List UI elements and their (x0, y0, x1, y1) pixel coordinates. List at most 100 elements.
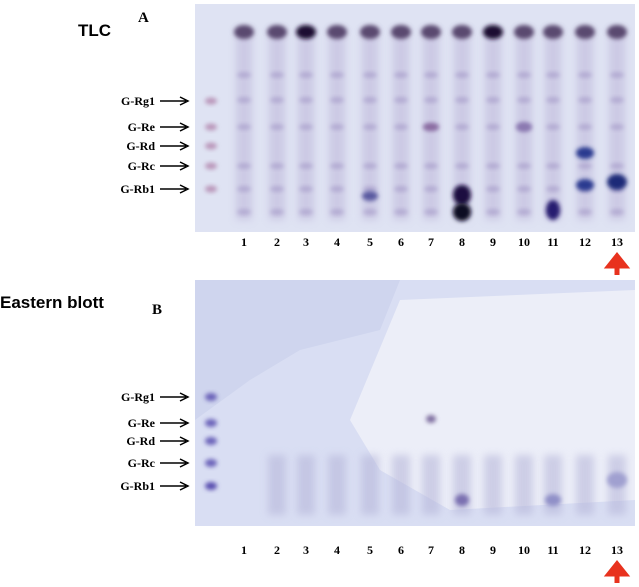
marker-label: G-Rd (126, 139, 155, 153)
lane-number: 12 (579, 543, 591, 557)
lane-number: 6 (398, 235, 404, 249)
lane-spot (394, 163, 408, 169)
lane-spot (610, 124, 624, 130)
lane-spot (299, 97, 313, 103)
lane-spot (394, 97, 408, 103)
marker-label: G-Rg1 (121, 390, 155, 404)
lane-spot (330, 186, 344, 192)
blot-band (545, 494, 561, 506)
band (576, 147, 594, 159)
spots (205, 25, 627, 515)
marker-label: G-Rb1 (120, 479, 155, 493)
standard-spot (205, 437, 217, 445)
lane-spot (237, 163, 251, 169)
lane-number: 5 (367, 543, 373, 557)
lane-spot (270, 72, 284, 78)
marker-arrow (160, 122, 190, 132)
lane-spot (270, 186, 284, 192)
standard-spot (205, 185, 217, 193)
marker-arrow (160, 161, 190, 171)
standard-spot (205, 482, 217, 490)
standard-spot (205, 142, 217, 150)
standard-spot (205, 123, 217, 131)
marker-arrow (160, 184, 190, 194)
lane-spot (486, 186, 500, 192)
panel-letter: B (152, 302, 162, 318)
front-spot (421, 25, 441, 39)
blot-streak (422, 455, 440, 515)
lane-spot (455, 97, 469, 103)
lane-spot (610, 72, 624, 78)
blot-streak (328, 455, 346, 515)
front-spot (607, 25, 627, 39)
lane-spot (394, 209, 408, 215)
lane-spot (237, 124, 251, 130)
lane-spot (270, 163, 284, 169)
marker-arrow (160, 436, 190, 446)
lane-spot (546, 124, 560, 130)
standard-spot (205, 393, 217, 401)
lane-spot (578, 163, 592, 169)
marker-arrow (160, 481, 190, 491)
blot-streak (297, 455, 315, 515)
lane-spot (299, 186, 313, 192)
lane-spot (363, 163, 377, 169)
lane-spot (486, 163, 500, 169)
marker-arrow (160, 141, 190, 151)
lane-spot (363, 97, 377, 103)
lane-spot (455, 124, 469, 130)
lane-spot (610, 209, 624, 215)
lane-spot (578, 209, 592, 215)
lane-spot (546, 163, 560, 169)
panel-letter: A (138, 10, 149, 26)
standard-spot (205, 459, 217, 467)
standard-spot (205, 419, 217, 427)
lane-spot (517, 97, 531, 103)
lane-spot (610, 97, 624, 103)
lane-spot (394, 72, 408, 78)
lane-spot (363, 124, 377, 130)
blot-streak (361, 455, 379, 515)
front-spot (267, 25, 287, 39)
lane-number: 3 (303, 235, 309, 249)
standard-spot (205, 162, 217, 170)
lane-spot (424, 186, 438, 192)
lane-spot (270, 124, 284, 130)
lane-spot (486, 97, 500, 103)
lane-number: 1 (241, 543, 247, 557)
lane-spot (330, 97, 344, 103)
lane-spot (578, 124, 592, 130)
lane-spot (363, 186, 377, 192)
front-spot (327, 25, 347, 39)
lane-spot (486, 209, 500, 215)
marker-label: G-Rc (128, 159, 156, 173)
lane-spot (299, 72, 313, 78)
front-spot (575, 25, 595, 39)
lane-number: 13 (611, 543, 623, 557)
lane-number: 9 (490, 543, 496, 557)
marker-label: G-Rd (126, 434, 155, 448)
blot-light (350, 290, 635, 510)
marker-arrow (160, 392, 190, 402)
lane-number: 8 (459, 235, 465, 249)
lane-spot (270, 209, 284, 215)
band (423, 123, 439, 131)
front-spot (360, 25, 380, 39)
lane-spot (546, 186, 560, 192)
blot-streak (392, 455, 410, 515)
lane-number: 7 (428, 235, 434, 249)
panel-title: TLC (78, 21, 111, 40)
lane-number: 4 (334, 543, 340, 557)
lane-number: 2 (274, 543, 280, 557)
lane-spot (330, 124, 344, 130)
lane-spot (394, 124, 408, 130)
lane-number: 6 (398, 543, 404, 557)
lane-number: 4 (334, 235, 340, 249)
lane-spot (486, 124, 500, 130)
lane-number: 3 (303, 543, 309, 557)
lane-spot (455, 163, 469, 169)
marker-arrow (160, 418, 190, 428)
lane-spot (299, 163, 313, 169)
lane-spot (363, 209, 377, 215)
